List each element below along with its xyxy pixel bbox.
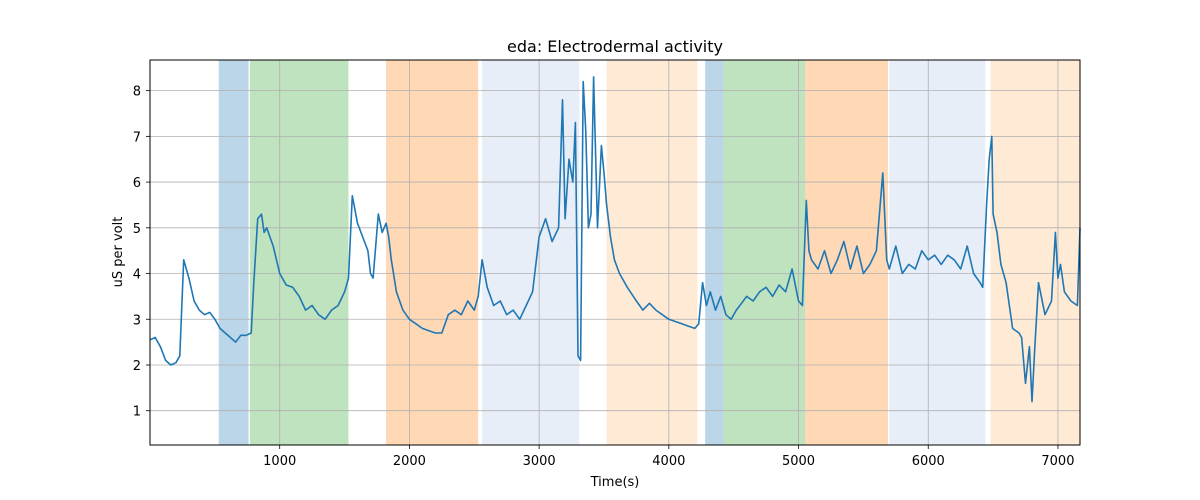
x-tick-label: 6000 xyxy=(912,454,945,469)
x-tick-label: 3000 xyxy=(523,454,556,469)
y-tick-label: 4 xyxy=(133,268,141,283)
y-tick-label: 6 xyxy=(133,176,141,191)
x-tick-label: 2000 xyxy=(393,454,426,469)
shaded-region-7 xyxy=(723,60,806,445)
grid-lines xyxy=(150,60,1080,445)
plot-frame xyxy=(149,59,1081,446)
shaded-region-10 xyxy=(990,60,1080,445)
shaded-region-9 xyxy=(889,60,986,445)
shaded-region-6 xyxy=(705,60,724,445)
chart-title: eda: Electrodermal activity xyxy=(507,37,723,56)
series-layer xyxy=(149,76,1081,403)
shaded-region-1 xyxy=(218,60,249,445)
series-line-1 xyxy=(149,76,1081,403)
x-tick-label: 7000 xyxy=(1041,454,1074,469)
y-tick-label: 2 xyxy=(133,359,141,374)
shaded-region-2 xyxy=(249,60,349,445)
y-tick-label: 7 xyxy=(133,130,141,145)
x-tick-label: 1000 xyxy=(263,454,296,469)
x-axis-ticks: 1000 2000 3000 4000 5000 6000 7000 xyxy=(263,445,1074,469)
shaded-region-4 xyxy=(482,60,580,445)
y-tick-label: 5 xyxy=(133,222,141,237)
y-tick-label: 8 xyxy=(133,85,141,100)
x-axis-label: Time(s) xyxy=(590,475,640,490)
y-axis-label: uS per volt xyxy=(111,217,126,288)
shaded-region-5 xyxy=(606,60,698,445)
y-tick-label: 3 xyxy=(133,313,141,328)
y-tick-label: 1 xyxy=(133,405,141,420)
x-tick-label: 5000 xyxy=(782,454,815,469)
shaded-regions xyxy=(218,60,1080,445)
x-tick-label: 4000 xyxy=(652,454,685,469)
y-axis-ticks: 1 2 3 4 5 6 7 8 xyxy=(133,85,150,420)
shaded-region-3 xyxy=(386,60,479,445)
